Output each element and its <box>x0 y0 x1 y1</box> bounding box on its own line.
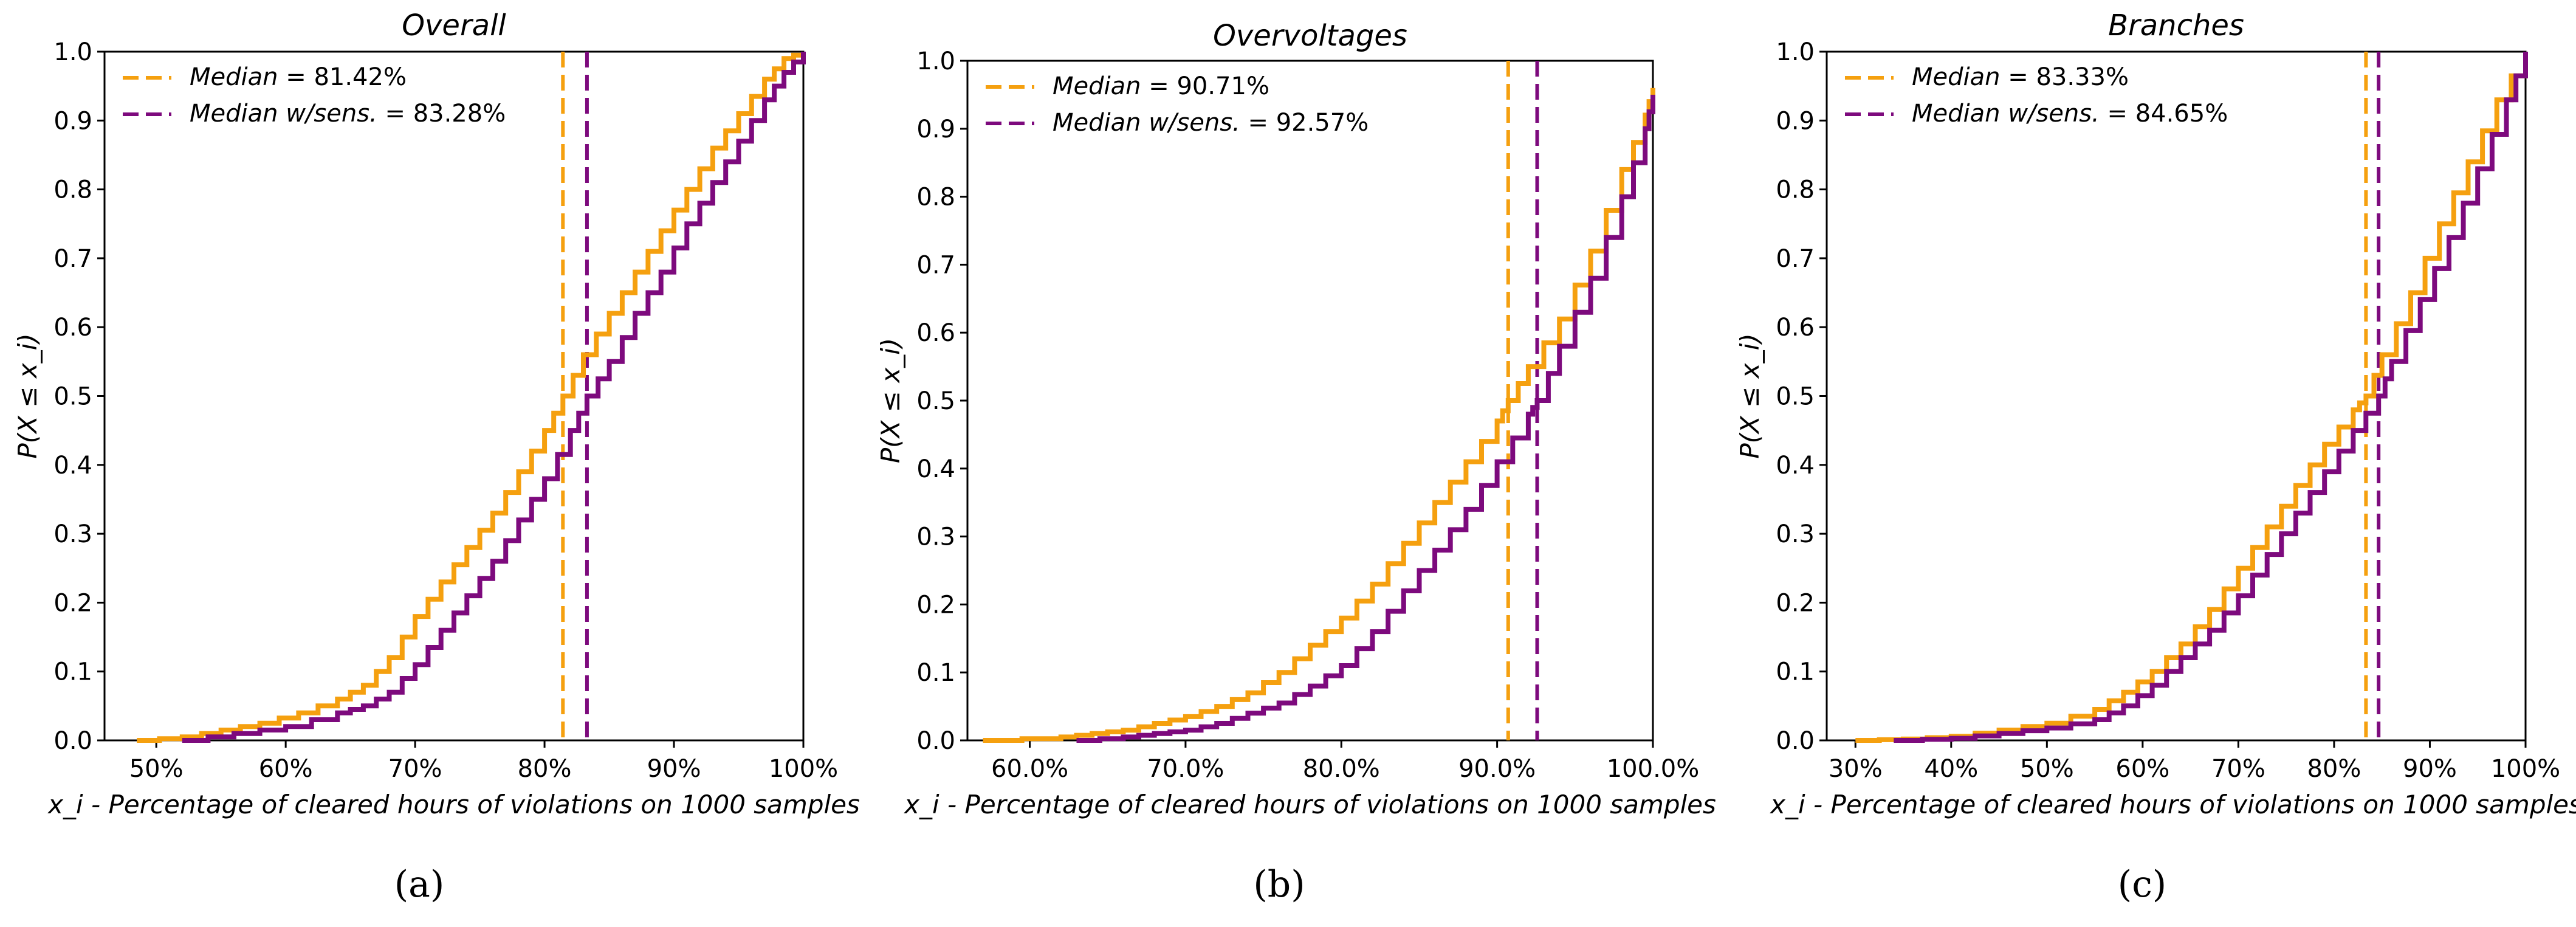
cdf-series-1 <box>137 52 806 743</box>
chart-title: Overall <box>402 9 506 43</box>
y-tick-label: 0.5 <box>53 383 92 411</box>
legend-entry: Median w/sens. = 83.28% <box>190 100 506 128</box>
y-tick-label: 0.7 <box>53 245 92 273</box>
y-tick-label: 0.3 <box>1776 520 1815 548</box>
x-tick-label: 90% <box>647 755 701 783</box>
chart-title: Overvoltages <box>1213 19 1407 53</box>
x-tick-label: 70% <box>388 755 442 783</box>
legend: Median = 81.42% Median w/sens. = 83.28% <box>123 63 506 128</box>
y-tick-label: 0.4 <box>916 455 955 483</box>
y-tick-label: 0.9 <box>1776 107 1815 135</box>
y-tick-label: 0.7 <box>916 251 955 279</box>
y-tick-label: 0.4 <box>53 452 92 480</box>
cdf-series-2 <box>182 52 806 743</box>
subfigure-label: (c) <box>2118 863 2166 906</box>
x-axis-label: x_i - Percentage of cleared hours of vio… <box>903 790 1716 819</box>
chart-title: Branches <box>2108 9 2244 43</box>
y-tick-label: 0.9 <box>916 115 955 143</box>
cdf-series-1 <box>1855 52 2528 743</box>
x-tick-label: 50% <box>129 755 184 783</box>
x-tick-label: 70% <box>2211 755 2265 783</box>
y-tick-label: 1.0 <box>916 47 955 75</box>
y-tick-label: 0.4 <box>1776 452 1815 480</box>
x-tick-label: 90% <box>2403 755 2457 783</box>
x-tick-label: 80.0% <box>1303 755 1380 783</box>
y-tick-label: 1.0 <box>53 38 92 66</box>
y-tick-label: 0.5 <box>1776 383 1815 411</box>
y-tick-label: 0.1 <box>916 659 955 687</box>
legend: Median = 83.33% Median w/sens. = 84.65% <box>1845 63 2228 128</box>
x-tick-label: 100% <box>769 755 838 783</box>
y-tick-label: 0.3 <box>916 523 955 551</box>
subfigure-label: (b) <box>1253 863 1305 906</box>
cdf-series-2 <box>1894 52 2528 743</box>
x-tick-label: 80% <box>518 755 572 783</box>
legend: Median = 90.71% Median w/sens. = 92.57% <box>986 72 1369 137</box>
y-tick-label: 0.8 <box>53 176 92 204</box>
y-tick-label: 0.7 <box>1776 245 1815 273</box>
x-tick-label: 100% <box>2491 755 2560 783</box>
legend-entry: Median = 90.71% <box>1053 72 1269 100</box>
y-tick-label: 0.9 <box>53 107 92 135</box>
x-tick-label: 30% <box>1829 755 1883 783</box>
x-tick-label: 40% <box>1924 755 1978 783</box>
x-tick-label: 80% <box>2307 755 2361 783</box>
legend-entry: Median w/sens. = 92.57% <box>1053 109 1369 137</box>
chart-panel-1: 0.0 0.1 0.2 0.3 0.4 0.5 0.6 0.7 0.8 0.9 1.0 50% 60% 7… <box>13 9 860 906</box>
y-tick-label: 0.2 <box>916 591 955 619</box>
y-tick-label: 0.5 <box>916 387 955 415</box>
y-tick-label: 0.6 <box>1776 314 1815 342</box>
legend-entry: Median w/sens. = 84.65% <box>1912 100 2228 128</box>
chart-panel-3: 0.0 0.1 0.2 0.3 0.4 0.5 0.6 0.7 0.8 0.9 1.0 30% 40% 5… <box>1735 9 2576 906</box>
y-tick-label: 0.0 <box>1776 727 1815 755</box>
y-tick-label: 0.1 <box>1776 658 1815 686</box>
y-tick-label: 0.2 <box>53 589 92 617</box>
y-tick-label: 0.0 <box>53 727 92 755</box>
x-tick-label: 60.0% <box>991 755 1068 783</box>
x-tick-label: 100.0% <box>1607 755 1700 783</box>
chart-panel-2: 0.0 0.1 0.2 0.3 0.4 0.5 0.6 0.7 0.8 0.9 1.0 60.0% 70… <box>876 19 1716 906</box>
y-tick-label: 0.1 <box>53 658 92 686</box>
y-tick-label: 0.6 <box>53 314 92 342</box>
y-tick-label: 0.0 <box>916 727 955 755</box>
y-tick-label: 0.2 <box>1776 589 1815 617</box>
subfigure-label: (a) <box>394 863 445 906</box>
y-axis-label: P(X ≤ x_i) <box>13 333 43 458</box>
x-tick-label: 60% <box>2115 755 2169 783</box>
x-tick-label: 70.0% <box>1147 755 1224 783</box>
legend-entry: Median = 81.42% <box>190 63 407 91</box>
x-axis-label: x_i - Percentage of cleared hours of vio… <box>47 790 860 819</box>
y-tick-label: 0.8 <box>916 184 955 212</box>
plot-frame <box>103 50 805 742</box>
y-tick-label: 0.3 <box>53 520 92 548</box>
x-tick-label: 60% <box>259 755 313 783</box>
plot-frame <box>1826 50 2527 742</box>
y-tick-label: 0.8 <box>1776 176 1815 204</box>
cdf-series-1 <box>983 88 1655 743</box>
x-tick-label: 50% <box>2020 755 2074 783</box>
y-tick-label: 1.0 <box>1776 38 1815 66</box>
y-axis-label: P(X ≤ x_i) <box>876 338 905 463</box>
y-tick-label: 0.6 <box>916 319 955 347</box>
x-axis-label: x_i - Percentage of cleared hours of vio… <box>1769 790 2576 819</box>
cdf-series-2 <box>1076 94 1655 743</box>
y-axis-label: P(X ≤ x_i) <box>1735 333 1765 458</box>
x-tick-label: 90.0% <box>1458 755 1536 783</box>
legend-entry: Median = 83.33% <box>1912 63 2129 91</box>
